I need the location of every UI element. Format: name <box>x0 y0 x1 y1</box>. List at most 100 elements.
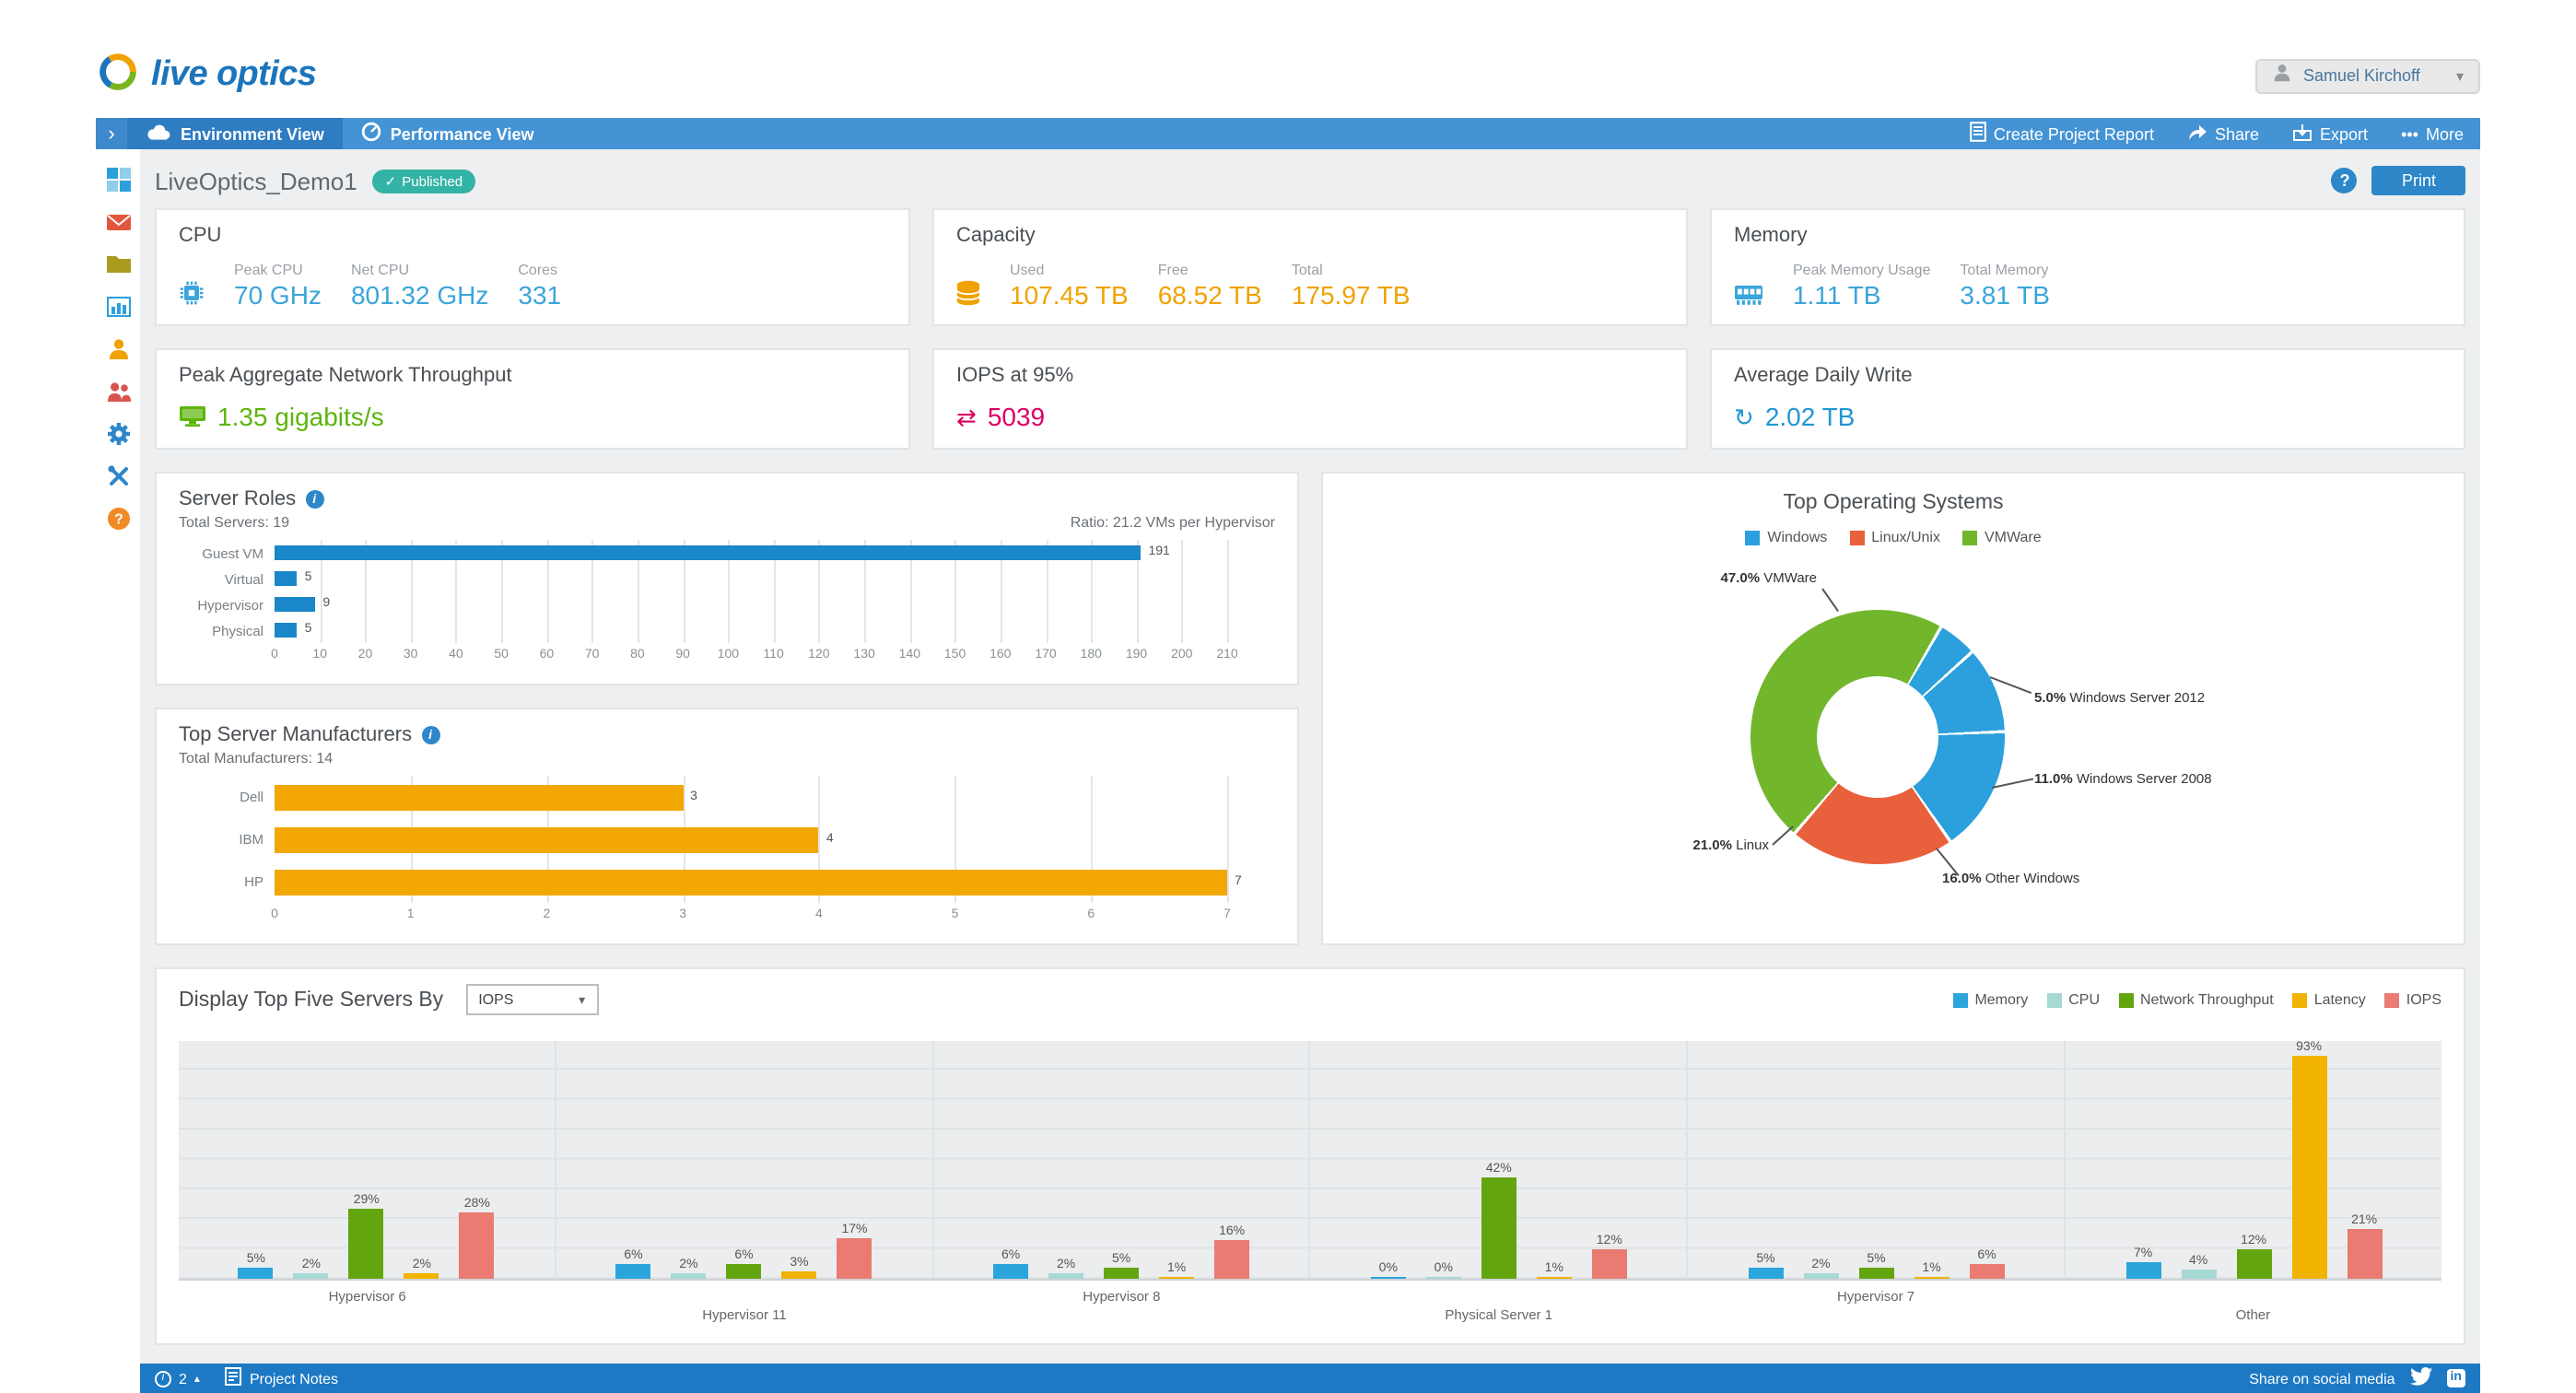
bar[interactable] <box>2181 1269 2217 1279</box>
bar[interactable] <box>1425 1277 1461 1279</box>
bar-track: 5 <box>275 623 1227 638</box>
legend-item[interactable]: Memory <box>1952 991 2028 1008</box>
bar[interactable] <box>2236 1249 2272 1279</box>
bar[interactable] <box>238 1267 274 1279</box>
bar[interactable] <box>404 1273 439 1279</box>
alerts-indicator[interactable]: i 2 ▴ <box>155 1370 200 1387</box>
legend-item[interactable]: Latency <box>2291 991 2366 1008</box>
gear-icon[interactable] <box>106 422 130 446</box>
export-button[interactable]: Export <box>2276 118 2384 149</box>
metric-label: Used <box>1010 262 1045 278</box>
bar[interactable] <box>1104 1267 1140 1279</box>
callout-line <box>1991 778 2034 789</box>
bar[interactable] <box>615 1264 651 1279</box>
create-project-report-button[interactable]: Create Project Report <box>1953 118 2171 149</box>
tab-label: Performance View <box>390 124 534 143</box>
person-icon[interactable] <box>106 337 130 361</box>
help-icon[interactable]: ? <box>106 507 130 531</box>
bar[interactable] <box>293 1273 329 1279</box>
bar-value-label: 2% <box>679 1258 698 1272</box>
twitter-icon[interactable] <box>2409 1367 2432 1389</box>
legend-item[interactable]: Windows <box>1745 529 1827 545</box>
bar[interactable] <box>459 1212 495 1279</box>
bar-wrap: 6% <box>1969 1249 2005 1279</box>
average-daily-write-card: Average Daily Write ↻ 2.02 TB <box>1710 348 2465 450</box>
bar[interactable] <box>275 784 684 810</box>
chart-window-icon[interactable] <box>106 295 130 319</box>
bar[interactable] <box>275 869 1227 895</box>
bar[interactable] <box>1159 1276 1195 1279</box>
folder-icon[interactable] <box>106 252 130 276</box>
legend-label: Memory <box>1974 991 2029 1008</box>
bar[interactable] <box>1591 1249 1627 1279</box>
axis-tick-label: 30 <box>403 649 418 661</box>
legend-item[interactable]: Network Throughput <box>2118 991 2274 1008</box>
export-icon <box>2292 123 2313 145</box>
bar[interactable] <box>348 1209 384 1279</box>
bar-wrap: 1% <box>1159 1261 1195 1279</box>
bar-value-label: 6% <box>1977 1249 1996 1263</box>
bar[interactable] <box>837 1237 872 1279</box>
legend-item[interactable]: Linux/Unix <box>1849 529 1940 545</box>
linkedin-icon[interactable]: in <box>2446 1369 2465 1387</box>
legend-item[interactable]: CPU <box>2046 991 2100 1008</box>
help-button[interactable]: ? <box>2331 168 2358 193</box>
bar-value-label: 29% <box>353 1194 380 1208</box>
bar[interactable] <box>275 545 1142 560</box>
bar-category-label: Hypervisor <box>197 596 263 613</box>
bar[interactable] <box>1914 1276 1950 1279</box>
bar[interactable] <box>1370 1277 1406 1279</box>
axis-tick-label: 140 <box>898 649 920 661</box>
bar[interactable] <box>1536 1276 1572 1279</box>
legend-label: VMWare <box>1984 529 2042 545</box>
bar[interactable] <box>275 623 298 638</box>
bar[interactable] <box>275 826 819 852</box>
bar[interactable] <box>671 1273 707 1279</box>
print-button[interactable]: Print <box>2371 166 2465 195</box>
bar[interactable] <box>781 1271 817 1279</box>
project-notes-button[interactable]: Project Notes <box>225 1367 338 1389</box>
bar[interactable] <box>1048 1273 1084 1279</box>
donut-callout-vmware: 47.0% VMWare <box>1720 569 1818 586</box>
bar[interactable] <box>1214 1240 1250 1279</box>
bar[interactable] <box>1748 1267 1784 1279</box>
bar[interactable] <box>1481 1177 1516 1279</box>
bar-wrap: 21% <box>2347 1213 2383 1279</box>
info-icon[interactable]: i <box>421 726 440 744</box>
bar[interactable] <box>275 571 298 586</box>
bar-row: HP 7 <box>179 860 1275 903</box>
os-donut[interactable] <box>1751 610 2005 864</box>
more-button[interactable]: ••• More <box>2384 118 2480 149</box>
bar[interactable] <box>1858 1267 1894 1279</box>
legend-swatch <box>2291 992 2307 1007</box>
people-icon[interactable] <box>106 380 130 404</box>
bar[interactable] <box>275 597 316 612</box>
bar[interactable] <box>726 1264 762 1279</box>
legend-item[interactable]: VMWare <box>1961 529 2042 545</box>
bar[interactable] <box>993 1264 1029 1279</box>
bar[interactable] <box>2125 1261 2161 1279</box>
user-menu[interactable]: Samuel Kirchoff ▾ <box>2255 58 2480 93</box>
top-os-panel: Top Operating Systems Windows Linux/Unix V… <box>1321 472 2465 945</box>
bar[interactable] <box>2347 1228 2383 1279</box>
bar[interactable] <box>2291 1056 2327 1279</box>
tools-icon[interactable] <box>106 464 130 488</box>
bar[interactable] <box>1969 1264 2005 1279</box>
top-servers-sort-select[interactable]: IOPS ▾ <box>465 984 599 1015</box>
tab-environment-view[interactable]: Environment View <box>127 118 343 149</box>
sidebar-collapse-button[interactable]: › <box>96 118 127 149</box>
bar-wrap: 5% <box>1104 1252 1140 1279</box>
dashboard-grid-icon[interactable] <box>106 168 130 192</box>
tab-performance-view[interactable]: Performance View <box>343 118 553 149</box>
bar-value-label: 3% <box>790 1257 809 1270</box>
iops-value: 5039 <box>987 402 1046 431</box>
share-button[interactable]: Share <box>2171 118 2276 149</box>
bar[interactable] <box>1803 1273 1839 1279</box>
bar-value-label: 3 <box>690 790 697 802</box>
share-icon <box>2187 123 2207 145</box>
mail-icon[interactable] <box>106 210 130 234</box>
bar-value-label: 7 <box>1235 874 1242 887</box>
legend-item[interactable]: IOPS <box>2383 991 2441 1008</box>
info-icon[interactable]: i <box>305 490 324 509</box>
top-servers-plot: 5% 2% 29% 2% 28% 6% 2% 6% 3% 17% 6% 2% 5% 1% 16% 0% 0% 42… <box>179 1041 2441 1281</box>
